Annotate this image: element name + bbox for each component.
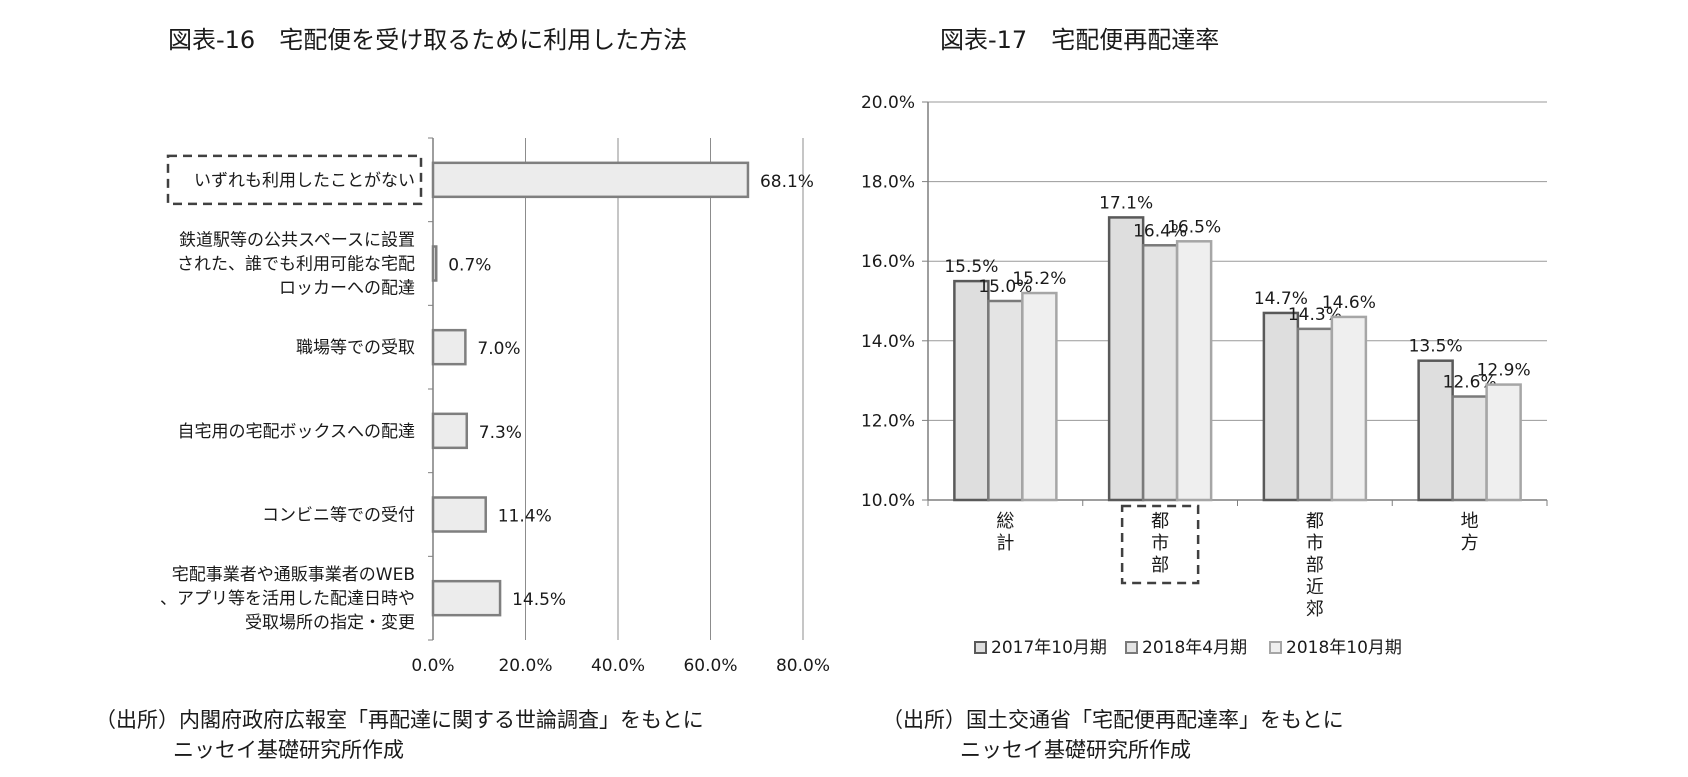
data-label: 14.5% <box>512 590 566 610</box>
data-label: 15.2% <box>1012 269 1066 289</box>
category-label: 方 <box>1461 533 1479 554</box>
bar <box>1451 395 1488 502</box>
data-label: 16.4% <box>1133 221 1187 241</box>
bar <box>1417 359 1454 502</box>
bar <box>1021 291 1058 502</box>
figure-16-source: （出所）内閣府政府広報室「再配達に関する世論調査」をもとに ニッセイ基礎研究所作… <box>95 705 704 765</box>
category-label: 地 <box>1461 511 1479 532</box>
data-label: 12.6% <box>1443 373 1497 393</box>
legend-label: 2018年10月期 <box>1286 638 1402 658</box>
bar <box>1296 327 1334 502</box>
category-label: 、アプリ等を活用した配達日時や <box>160 589 415 609</box>
bar <box>431 161 750 199</box>
data-label: 15.0% <box>978 277 1032 297</box>
data-label: 14.6% <box>1322 293 1376 313</box>
bar <box>431 496 487 533</box>
data-label: 13.5% <box>1409 337 1463 357</box>
category-label: 受取場所の指定・変更 <box>245 613 415 633</box>
category-label: 総 <box>996 511 1014 532</box>
highlight-box <box>1120 504 1200 585</box>
data-label: 14.3% <box>1288 305 1342 325</box>
data-label: 11.4% <box>498 507 552 527</box>
data-label: 7.3% <box>479 423 522 443</box>
bar <box>431 245 438 282</box>
y-tick-label: 16.0% <box>861 252 915 272</box>
data-label: 14.7% <box>1254 289 1308 309</box>
bar <box>1485 383 1522 502</box>
source-line-1: （出所）国土交通省「宅配便再配達率」をもとに <box>882 708 1344 732</box>
y-tick-label: 18.0% <box>861 173 915 193</box>
legend-swatch <box>1125 641 1138 654</box>
legend-label: 2017年10月期 <box>991 638 1107 658</box>
x-tick-label: 0.0% <box>411 656 454 676</box>
x-tick-label: 40.0% <box>591 656 645 676</box>
source-line-2: ニッセイ基礎研究所作成 <box>173 738 404 762</box>
y-tick-label: 20.0% <box>861 93 915 113</box>
category-label: コンビニ等での受付 <box>262 506 415 526</box>
category-label: 市 <box>1306 533 1324 554</box>
bar <box>1141 244 1179 502</box>
category-label: 部 <box>1306 555 1324 576</box>
x-tick-label: 80.0% <box>776 656 830 676</box>
category-label: 計 <box>996 533 1014 554</box>
bar <box>1175 240 1213 502</box>
category-label: 宅配事業者や通販事業者のWEB <box>172 565 415 585</box>
category-label: された、誰でも利用可能な宅配 <box>177 255 415 275</box>
category-label: 市 <box>1151 533 1169 554</box>
category-label: 郊 <box>1306 599 1324 620</box>
data-label: 68.1% <box>760 172 814 192</box>
bar <box>1107 216 1145 502</box>
figure-17-title: 図表-17 宅配便再配達率 <box>940 26 1220 54</box>
legend-swatch <box>974 641 987 654</box>
highlight-box <box>166 154 423 206</box>
data-label: 16.5% <box>1167 217 1221 237</box>
category-label: ロッカーへの配達 <box>279 279 415 299</box>
legend-label: 2018年4月期 <box>1142 638 1247 658</box>
data-label: 12.9% <box>1477 361 1531 381</box>
bar <box>431 412 469 450</box>
category-label: 職場等での受取 <box>296 338 415 358</box>
data-label: 0.7% <box>448 256 491 276</box>
x-tick-label: 60.0% <box>683 656 737 676</box>
x-tick-label: 20.0% <box>498 656 552 676</box>
category-label: 部 <box>1151 555 1169 576</box>
bar <box>431 579 502 617</box>
figure-16-title: 図表-16 宅配便を受け取るために利用した方法 <box>168 26 688 54</box>
category-label: いずれも利用したことがない <box>194 171 415 191</box>
y-tick-label: 14.0% <box>861 332 915 352</box>
data-label: 17.1% <box>1099 193 1153 213</box>
category-label: 鉄道駅等の公共スペースに設置 <box>179 231 415 251</box>
category-label: 都 <box>1306 511 1324 532</box>
y-tick-label: 12.0% <box>861 411 915 431</box>
data-label: 15.5% <box>944 257 998 277</box>
bar <box>1330 315 1368 502</box>
category-label: 自宅用の宅配ボックスへの配達 <box>178 422 416 442</box>
bar <box>987 299 1024 502</box>
figure-17-source: （出所）国土交通省「宅配便再配達率」をもとに ニッセイ基礎研究所作成 <box>882 705 1344 765</box>
legend-swatch <box>1269 641 1282 654</box>
bar <box>953 279 990 502</box>
category-label: 都 <box>1151 511 1169 532</box>
bar <box>1262 311 1300 502</box>
source-line-2: ニッセイ基礎研究所作成 <box>960 738 1191 762</box>
bar <box>431 328 467 366</box>
y-tick-label: 10.0% <box>861 491 915 511</box>
category-label: 近 <box>1306 577 1324 598</box>
source-line-1: （出所）内閣府政府広報室「再配達に関する世論調査」をもとに <box>95 708 704 732</box>
data-label: 7.0% <box>477 339 520 359</box>
